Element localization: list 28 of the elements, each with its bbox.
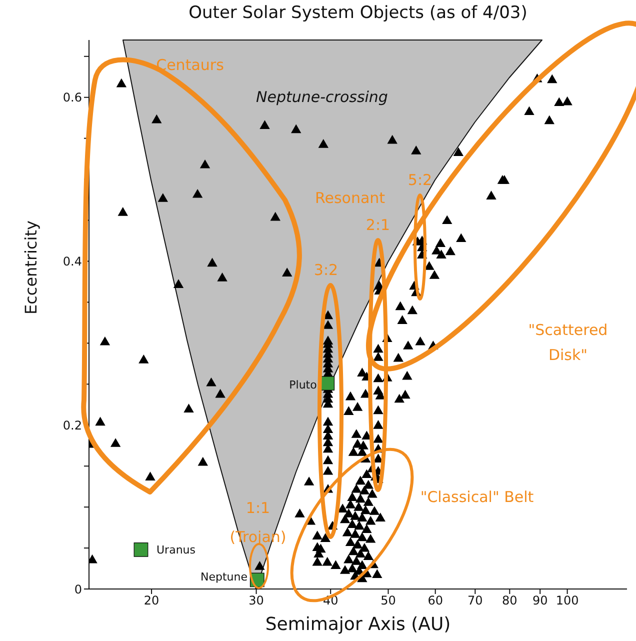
- x-tick-label: 20: [144, 594, 160, 608]
- annotation: "Scattered: [528, 321, 608, 339]
- x-tick-label: 30: [248, 594, 264, 608]
- annotation: 5:2: [408, 171, 432, 189]
- annotation: Uranus: [156, 544, 196, 556]
- annotation: Neptune: [200, 570, 248, 584]
- annotation: Pluto: [289, 378, 318, 392]
- y-tick-label: 0.2: [62, 418, 82, 432]
- annotation: Disk": [548, 346, 588, 364]
- annotation: Resonant: [314, 189, 386, 207]
- annotation: Centaurs: [156, 56, 224, 74]
- annotation: 2:1: [366, 216, 390, 234]
- y-tick-label: 0.6: [62, 90, 82, 105]
- annotation: "Classical" Belt: [420, 488, 534, 506]
- x-tick-label: 80: [502, 594, 518, 608]
- chart-title: Outer Solar System Objects (as of 4/03): [188, 3, 528, 23]
- y-tick-label: 0.4: [62, 254, 82, 268]
- annotation: 3:2: [314, 261, 338, 279]
- x-axis-title: Semimajor Axis (AU): [264, 614, 452, 635]
- annotation: Neptune-crossing: [256, 88, 388, 106]
- x-tick-label: 70: [468, 594, 483, 608]
- x-tick-label: 50: [380, 594, 396, 608]
- x-tick-label: 60: [428, 594, 443, 608]
- y-axis-title: Eccentricity: [22, 220, 41, 314]
- y-tick-label: 0: [74, 582, 82, 596]
- x-tick-label: 90: [532, 594, 548, 608]
- annotation: 1:1: [246, 499, 270, 517]
- x-tick-label: 100: [556, 594, 579, 608]
